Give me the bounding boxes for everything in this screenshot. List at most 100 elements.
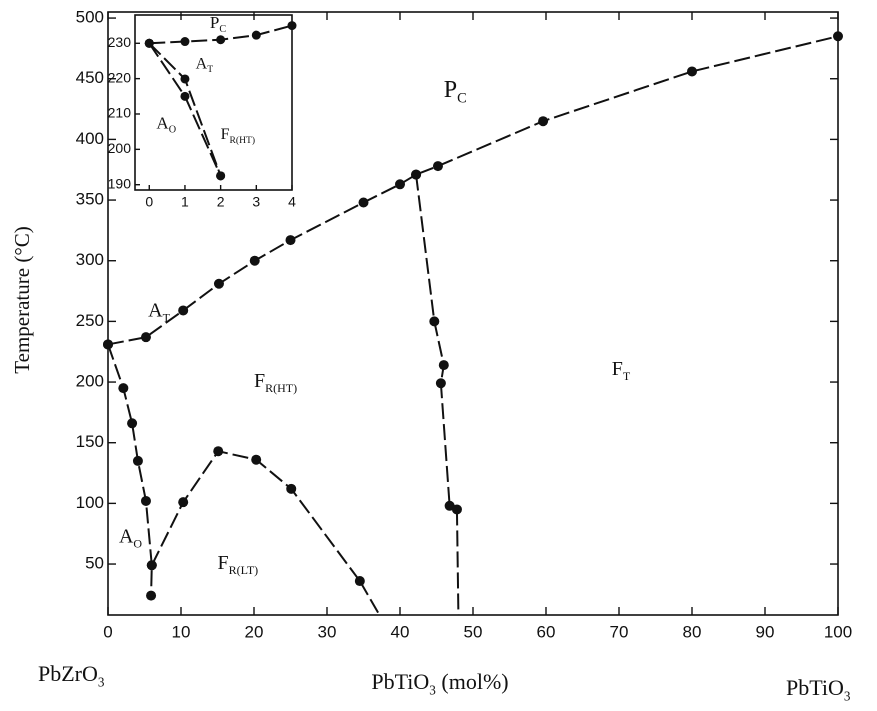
region-label-main: A (156, 114, 169, 133)
data-point (103, 339, 113, 350)
region-label-sub: R(HT) (265, 381, 297, 395)
data-point (249, 255, 260, 266)
data-point (213, 278, 224, 289)
x-tick-label: 1 (181, 194, 189, 210)
x-tick-label: 3 (252, 194, 260, 210)
phase-boundary (415, 174, 458, 511)
y-tick-label: 500 (76, 8, 104, 27)
data-point (286, 483, 297, 494)
composition-label: PbTiO3 (786, 675, 851, 704)
y-tick-label: 200 (108, 140, 132, 156)
region-label: FT (612, 358, 631, 383)
y-axis-title: Temperature (°C) (10, 226, 34, 373)
data-point (411, 169, 422, 180)
data-point (251, 30, 261, 40)
y-tick-label: 100 (76, 493, 104, 512)
x-tick-label: 80 (683, 622, 702, 641)
region-label-main: P (210, 13, 219, 32)
composition-label-main: PbTiO (786, 675, 844, 700)
region-label: FR(HT) (254, 370, 297, 395)
y-tick-label: 300 (76, 250, 104, 269)
region-label: AO (119, 525, 142, 550)
y-tick-label: 150 (76, 432, 104, 451)
data-point (180, 74, 190, 84)
region-label-sub: T (207, 64, 213, 75)
data-point (285, 235, 296, 246)
x-tick-label: 4 (288, 194, 296, 210)
x-axis-title-tail: (mol%) (436, 669, 509, 694)
y-tick-label: 400 (76, 129, 104, 148)
composition-label-sub: 3 (844, 689, 851, 704)
data-point (429, 316, 440, 327)
phase-boundary (358, 580, 379, 614)
y-tick-label: 200 (76, 372, 104, 391)
y-tick-label: 350 (76, 190, 104, 209)
data-point (287, 21, 297, 31)
region-label-sub: C (219, 24, 226, 35)
composition-label-sub: 3 (98, 675, 105, 690)
region-label-main: A (119, 525, 134, 547)
data-point (146, 560, 157, 571)
region-label-main: A (148, 299, 163, 321)
x-tick-label: 90 (756, 622, 775, 641)
region-label-sub: O (169, 125, 176, 136)
x-axis-title-main: PbTiO (371, 669, 429, 694)
region-label-sub: T (623, 369, 631, 383)
data-point (213, 446, 224, 457)
region-label: FR(HT) (221, 126, 255, 146)
composition-label-main: PbZrO (38, 661, 98, 686)
data-point (146, 590, 157, 601)
data-point (538, 116, 549, 127)
region-label: PC (210, 13, 226, 35)
x-tick-label: 60 (537, 622, 556, 641)
plot-frame (107, 11, 839, 616)
y-tick-label: 50 (85, 554, 104, 573)
data-point (132, 455, 143, 466)
region-label-main: F (254, 370, 265, 392)
region-label-main: F (221, 126, 230, 143)
y-tick-label: 220 (108, 69, 132, 85)
data-point (216, 35, 226, 45)
data-point (127, 418, 138, 429)
phase-boundary (150, 450, 361, 582)
data-point (432, 161, 443, 172)
composition-label: PbZrO3 (38, 661, 105, 690)
data-point (180, 91, 190, 101)
data-point (178, 497, 189, 508)
region-label-sub: O (133, 536, 142, 550)
region-label-sub: R(LT) (229, 563, 259, 577)
x-tick-label: 10 (172, 622, 191, 641)
data-point (358, 197, 369, 208)
region-label-sub: R(HT) (230, 135, 256, 146)
data-point (395, 179, 405, 190)
region-label-main: F (612, 358, 623, 380)
region-label-sub: C (457, 91, 467, 107)
x-tick-label: 2 (217, 194, 225, 210)
x-tick-label: 40 (391, 622, 410, 641)
region-label: FR(LT) (218, 552, 259, 577)
region-label: PC (444, 76, 467, 106)
phase-boundary (455, 509, 460, 616)
x-tick-label: 100 (824, 622, 852, 641)
data-point (833, 31, 843, 42)
x-tick-label: 70 (610, 622, 629, 641)
x-axis-title: PbTiO3 (mol%) (371, 669, 508, 698)
region-label-main: A (196, 55, 208, 72)
x-tick-label: 20 (245, 622, 264, 641)
region-label: AT (148, 299, 170, 324)
y-tick-label: 250 (76, 311, 104, 330)
data-point (118, 383, 129, 394)
region-label-main: P (444, 76, 457, 102)
region-label: AT (196, 55, 214, 75)
data-point (435, 378, 446, 389)
data-point (438, 360, 449, 371)
y-tick-label: 230 (108, 34, 132, 50)
x-axis-title-sub: 3 (429, 683, 436, 698)
y-tick-label: 190 (108, 175, 132, 191)
data-point (178, 305, 189, 316)
region-label-main: F (218, 552, 229, 574)
x-tick-label: 0 (145, 194, 153, 210)
plot-frame (134, 14, 293, 191)
y-tick-label: 210 (108, 105, 132, 121)
